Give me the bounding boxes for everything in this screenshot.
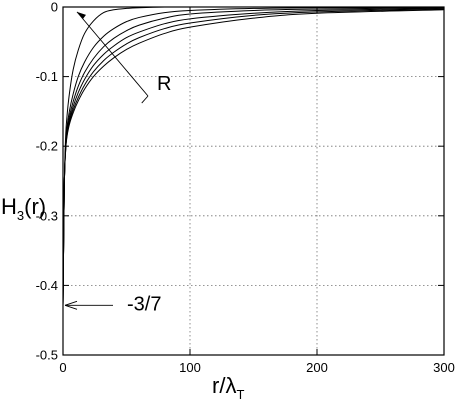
y-tick-label: -0.2 <box>36 139 58 154</box>
series-line-6 <box>62 9 445 306</box>
annotations: R -3/7 <box>64 11 171 315</box>
x-axis-title-subscript: T <box>236 387 244 402</box>
tick-labels: 0 100 200 300 0 -0.1 -0.2 -0.3 -0.4 -0.5 <box>36 0 455 375</box>
y-axis-title-subscript: 3 <box>17 208 24 223</box>
y-axis-title: H3(r) <box>1 194 46 223</box>
y-tick-label: 0 <box>51 0 58 15</box>
annotation-limit-label: -3/7 <box>127 293 161 315</box>
series-line-2 <box>62 6 445 306</box>
y-axis-title-suffix: (r) <box>24 194 46 219</box>
y-axis-title-main: H <box>1 194 17 219</box>
annotation-r-arrowhead <box>76 11 86 19</box>
annotation-limit-arrowhead <box>64 300 78 310</box>
x-tick-label: 300 <box>433 360 455 375</box>
annotation-r-label: R <box>157 73 171 95</box>
y-tick-label: -0.1 <box>36 69 58 84</box>
series-line-1 <box>62 6 444 306</box>
series-group <box>62 6 445 306</box>
y-tick-label: -0.4 <box>36 278 58 293</box>
grid <box>63 7 444 355</box>
series-line-3 <box>62 7 445 306</box>
ticks <box>62 6 445 356</box>
annotation-r-arrow-line <box>76 11 149 97</box>
annotation-r-arrow-line <box>141 95 149 104</box>
x-tick-label: 0 <box>59 360 66 375</box>
plot-frame <box>62 6 445 356</box>
y-tick-label: -0.5 <box>36 348 58 363</box>
x-tick-label: 100 <box>179 360 201 375</box>
y-tick-label: -0.3 <box>36 208 58 223</box>
x-tick-label: 200 <box>306 360 328 375</box>
x-axis-title: r/λT <box>212 373 244 402</box>
x-axis-title-main: r/λ <box>212 373 236 398</box>
